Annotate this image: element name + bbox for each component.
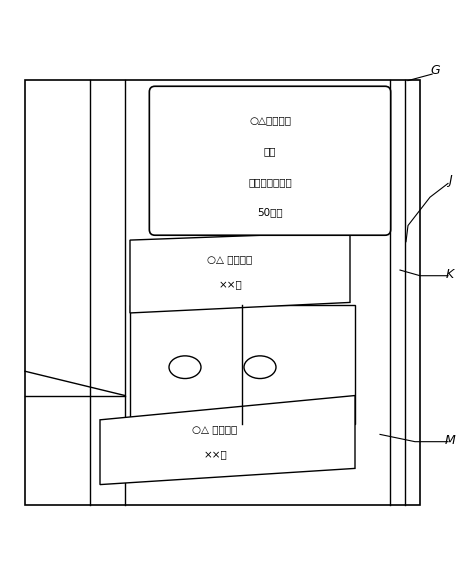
Text: ××店: ××店 <box>218 279 242 289</box>
Text: ××店: ××店 <box>203 449 227 459</box>
Text: J: J <box>448 174 452 188</box>
Bar <box>25 80 420 505</box>
Polygon shape <box>100 395 355 484</box>
Text: ○△ ドーナツ: ○△ ドーナツ <box>207 255 253 265</box>
Text: M: M <box>445 434 455 447</box>
Text: 50円引: 50円引 <box>257 208 283 217</box>
FancyBboxPatch shape <box>149 86 391 235</box>
Text: K: K <box>446 268 454 280</box>
Polygon shape <box>130 232 350 313</box>
Bar <box>130 305 355 424</box>
Ellipse shape <box>169 356 201 378</box>
Text: チョコドーナツ: チョコドーナツ <box>248 177 292 187</box>
Text: ○△ドーナツ: ○△ドーナツ <box>249 115 291 125</box>
Text: 本日: 本日 <box>264 146 276 156</box>
Text: ○△ ドーナツ: ○△ ドーナツ <box>193 424 237 434</box>
Ellipse shape <box>244 356 276 378</box>
Text: G: G <box>430 64 440 76</box>
